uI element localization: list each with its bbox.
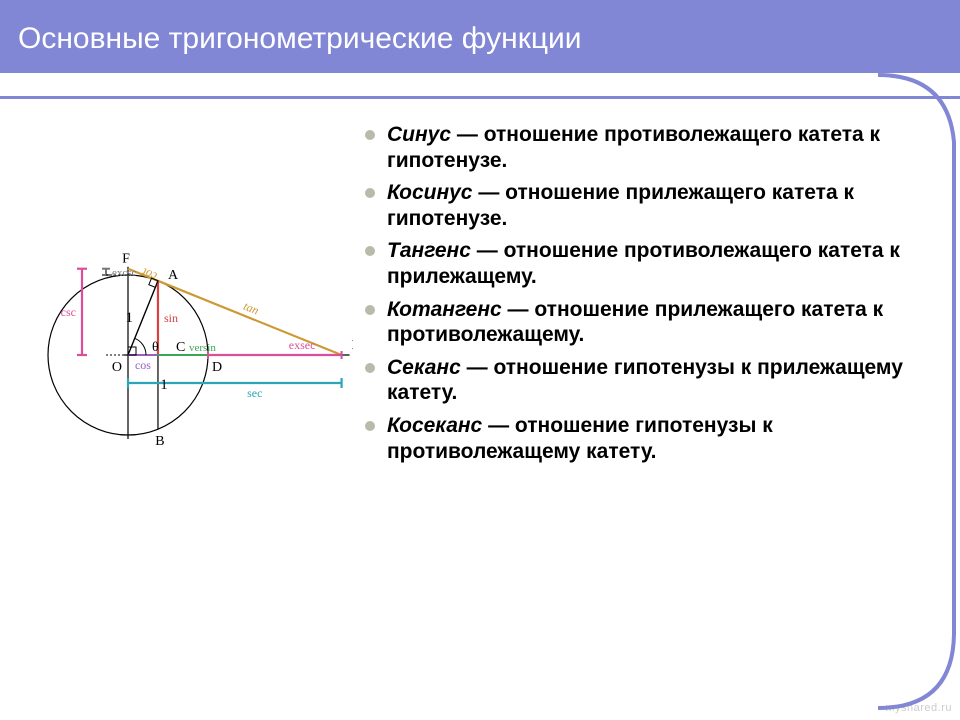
svg-text:θ: θ [152, 340, 159, 355]
definition-item: Косинус — отношение прилежащего катета к… [361, 180, 910, 231]
svg-text:F: F [122, 252, 130, 267]
definition-term: Косеканс [387, 414, 482, 437]
definition-item: Синус — отношение противолежащего катета… [361, 122, 910, 173]
definition-item: Котангенс — отношение прилежащего катета… [361, 297, 910, 348]
definition-term: Тангенс [387, 239, 471, 262]
svg-text:D: D [212, 360, 222, 375]
svg-text:sec: sec [247, 386, 262, 400]
definition-body: — отношение противолежащего катета к гип… [387, 123, 880, 172]
svg-text:1: 1 [160, 377, 168, 393]
definition-item: Секанс — отношение гипотенузы к прилежащ… [361, 355, 910, 406]
definition-item: Тангенс — отношение противолежащего кате… [361, 238, 910, 289]
svg-text:C: C [176, 340, 185, 355]
definition-body: — отношение гипотенузы к прилежащему кат… [387, 356, 903, 405]
content-area: OABCDEF11θsincosversinsecexsectancotcsce… [0, 110, 960, 720]
svg-text:exsec: exsec [289, 338, 316, 352]
svg-text:O: O [112, 360, 122, 375]
svg-text:sin: sin [164, 311, 178, 325]
definition-term: Синус [387, 123, 451, 146]
accent-rule [0, 96, 960, 99]
svg-text:B: B [155, 434, 164, 449]
corner-curve [878, 72, 960, 712]
svg-text:A: A [168, 268, 179, 283]
svg-text:excsc: excsc [112, 267, 137, 279]
slide-header: Основные тригонометрические функции [0, 0, 960, 73]
trig-diagram: OABCDEF11θsincosversinsecexsectancotcsce… [18, 122, 353, 720]
svg-text:E: E [352, 338, 353, 353]
definition-term: Косинус [387, 181, 473, 204]
definition-term: Котангенс [387, 298, 502, 321]
slide-title: Основные тригонометрические функции [18, 22, 582, 55]
svg-text:csc: csc [61, 305, 76, 319]
svg-text:cos: cos [135, 358, 151, 372]
definition-term: Секанс [387, 356, 461, 379]
definition-item: Косеканс — отношение гипотенузы к против… [361, 413, 910, 464]
svg-text:1: 1 [125, 310, 132, 326]
svg-text:versin: versin [189, 342, 216, 354]
definitions-list: Синус — отношение противолежащего катета… [361, 122, 910, 720]
